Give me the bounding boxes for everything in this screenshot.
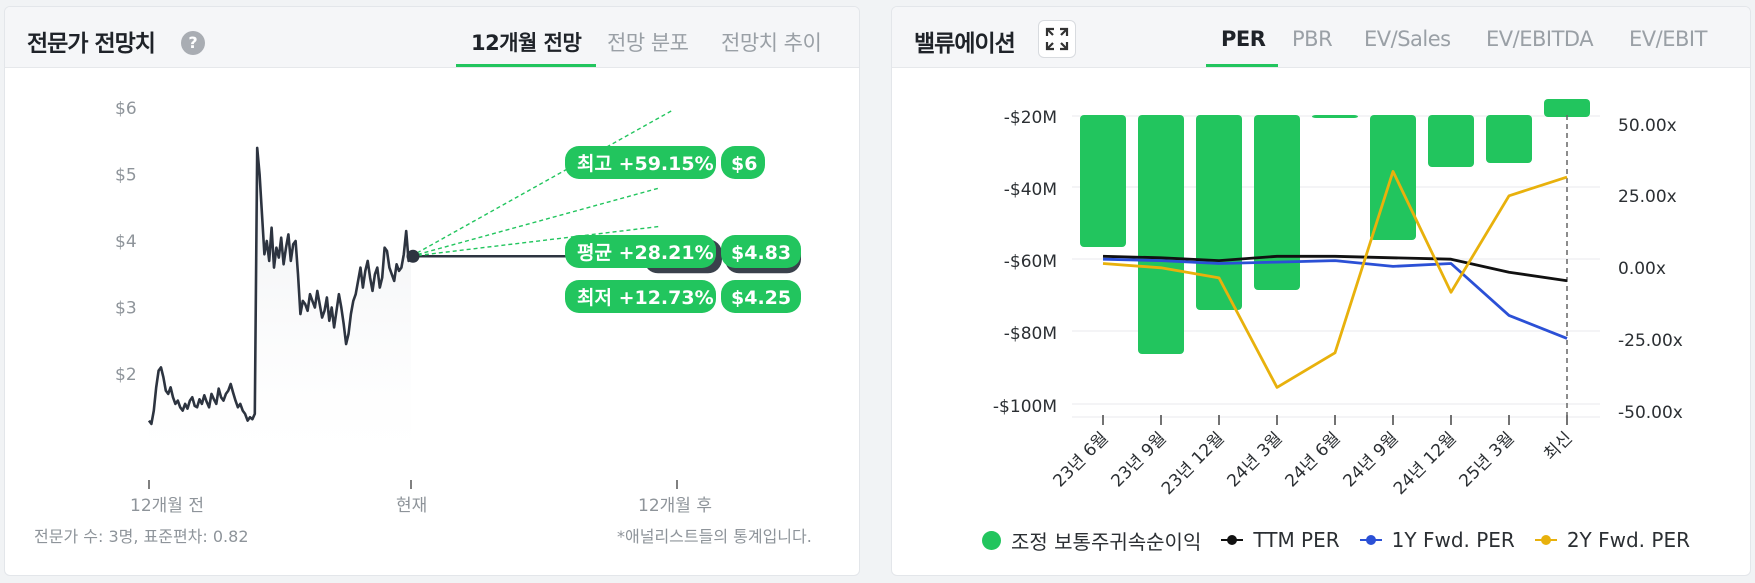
target-label-pill bbox=[565, 235, 716, 268]
x-tick-label: 23년 12월 bbox=[1158, 428, 1229, 499]
analyst-count-note: 전문가 수: 3명, 표준편차: 0.82 bbox=[34, 527, 249, 546]
legend-item-net-income[interactable]: 조정 보통주귀속순이익 bbox=[982, 526, 1201, 555]
valuation-header: 밸류에이션 PER PBR EV/Sales EV/EBITDA EV/EBIT bbox=[892, 7, 1750, 68]
legend-item-ttm-per[interactable]: TTM PER bbox=[1221, 528, 1340, 552]
right-axis-label: 50.00x bbox=[1618, 116, 1677, 136]
x-tick-label: 현재 bbox=[396, 496, 427, 516]
valuation-panel: 밸류에이션 PER PBR EV/Sales EV/EBITDA EV/EBIT… bbox=[891, 6, 1751, 576]
x-tick-label: 25년 3월 bbox=[1456, 428, 1519, 491]
target-value-pill bbox=[721, 235, 801, 268]
tab-forecast-trend[interactable]: 전망치 추이 bbox=[721, 31, 822, 55]
legend-label: 2Y Fwd. PER bbox=[1566, 528, 1690, 552]
x-tick-label: 24년 3월 bbox=[1224, 428, 1287, 491]
help-icon[interactable]: ? bbox=[181, 31, 205, 55]
expand-icon[interactable] bbox=[1038, 20, 1076, 58]
target-label: 최고 +59.15% bbox=[577, 153, 714, 175]
income-bar bbox=[1254, 115, 1300, 290]
target-dashed-line bbox=[410, 109, 674, 257]
target-value-pill bbox=[721, 280, 801, 313]
x-tick-label: 24년 12월 bbox=[1390, 428, 1461, 499]
target-label-pill bbox=[565, 146, 716, 179]
y-tick-label: $3 bbox=[115, 299, 137, 319]
legend-item-1y-fwd-per[interactable]: 1Y Fwd. PER bbox=[1359, 528, 1515, 552]
tab-ev-ebitda[interactable]: EV/EBITDA bbox=[1486, 27, 1594, 51]
income-bar bbox=[1544, 99, 1590, 117]
x-tick-label: 24년 6월 bbox=[1282, 428, 1345, 491]
income-bar bbox=[1486, 115, 1532, 163]
legend-label: 1Y Fwd. PER bbox=[1391, 528, 1515, 552]
right-axis-label: -25.00x bbox=[1618, 331, 1683, 351]
x-tick-label: 23년 6월 bbox=[1050, 428, 1113, 491]
valuation-chart: -$20M -$40M -$60M -$80M -$100M 50.00x 25.00x 0.… bbox=[993, 99, 1683, 499]
per-line bbox=[1102, 254, 1568, 283]
left-axis-label: -$100M bbox=[993, 397, 1057, 417]
legend-item-2y-fwd-per[interactable]: 2Y Fwd. PER bbox=[1534, 528, 1690, 552]
target-value: $4.83 bbox=[731, 242, 791, 264]
legend-marker bbox=[1221, 534, 1244, 546]
forecast-chart: $2$3$4$5$6현재가$3.77최고 +59.15%$6평균 +28.21%… bbox=[115, 99, 801, 516]
y-tick-label: $4 bbox=[115, 232, 137, 252]
tab-ev-ebit[interactable]: EV/EBIT bbox=[1629, 27, 1707, 51]
target-dashed-line bbox=[410, 187, 661, 257]
left-axis-label: -$20M bbox=[1004, 108, 1057, 128]
current-price-dot bbox=[406, 249, 420, 263]
left-axis-label: -$40M bbox=[1004, 180, 1057, 200]
right-axis-label: 25.00x bbox=[1618, 187, 1677, 207]
tab-12m-forecast[interactable]: 12개월 전망 bbox=[471, 31, 582, 55]
target-label-pill bbox=[565, 280, 716, 313]
x-tick-label: 12개월 후 bbox=[638, 496, 712, 516]
chart-legend: 조정 보통주귀속순이익 TTM PER 1Y Fwd. PER 2Y Fwd. … bbox=[982, 525, 1710, 555]
valuation-title: 밸류에이션 bbox=[914, 31, 1016, 57]
tab-per[interactable]: PER bbox=[1221, 27, 1266, 51]
target-value: $6 bbox=[731, 153, 757, 175]
per-line bbox=[1102, 257, 1568, 340]
y-tick-label: $6 bbox=[115, 99, 137, 119]
x-tick-label: 최신 bbox=[1540, 428, 1576, 464]
legend-dot bbox=[982, 530, 1001, 550]
tab-ev-sales[interactable]: EV/Sales bbox=[1364, 27, 1451, 51]
left-axis-label: -$80M bbox=[1004, 324, 1057, 344]
legend-marker bbox=[1359, 534, 1382, 546]
left-axis-label: -$60M bbox=[1004, 252, 1057, 272]
target-value: $4.25 bbox=[731, 287, 791, 309]
right-axis-label: -50.00x bbox=[1618, 403, 1683, 423]
legend-label: TTM PER bbox=[1253, 528, 1340, 552]
expand-icon-glyph bbox=[1045, 27, 1069, 51]
y-tick-label: $5 bbox=[115, 166, 137, 186]
forecast-header: 전문가 전망치 ? 12개월 전망 전망 분포 전망치 추이 bbox=[5, 7, 859, 68]
y-tick-label: $2 bbox=[115, 365, 137, 385]
income-bar bbox=[1138, 115, 1184, 354]
target-label: 최저 +12.73% bbox=[577, 287, 714, 309]
per-line bbox=[1102, 169, 1568, 389]
price-line bbox=[147, 146, 413, 426]
statistics-note: *애널리스트들의 통계입니다. bbox=[617, 527, 812, 546]
forecast-title: 전문가 전망치 bbox=[27, 31, 156, 57]
x-tick-label: 12개월 전 bbox=[130, 496, 204, 516]
tab-forecast-distribution[interactable]: 전망 분포 bbox=[607, 31, 689, 55]
active-tab-underline bbox=[1206, 64, 1278, 67]
income-bar bbox=[1080, 115, 1126, 247]
target-value-pill bbox=[721, 146, 765, 179]
income-bar bbox=[1312, 115, 1358, 118]
active-tab-underline bbox=[456, 64, 596, 67]
legend-marker bbox=[1534, 534, 1557, 546]
target-label: 평균 +28.21% bbox=[577, 242, 714, 264]
legend-label: 조정 보통주귀속순이익 bbox=[1011, 529, 1202, 554]
right-axis-label: 0.00x bbox=[1618, 259, 1666, 279]
forecast-panel: 전문가 전망치 ? 12개월 전망 전망 분포 전망치 추이 $2 $3 $4 $5 $… bbox=[4, 6, 860, 576]
tab-pbr[interactable]: PBR bbox=[1292, 27, 1333, 51]
price-area bbox=[149, 147, 411, 457]
income-bar bbox=[1428, 115, 1474, 167]
